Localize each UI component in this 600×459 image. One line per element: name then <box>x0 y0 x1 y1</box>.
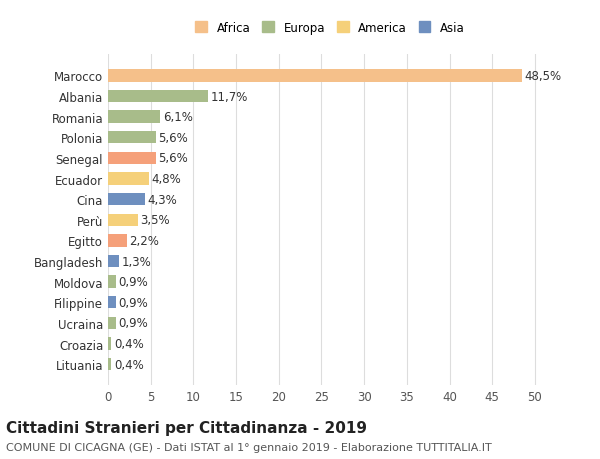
Bar <box>108 132 156 144</box>
Text: 1,3%: 1,3% <box>122 255 151 268</box>
Bar <box>108 255 119 268</box>
Bar <box>108 111 160 123</box>
Text: 5,6%: 5,6% <box>158 152 188 165</box>
Text: 0,9%: 0,9% <box>118 317 148 330</box>
Bar <box>108 235 127 247</box>
Text: 6,1%: 6,1% <box>163 111 193 124</box>
Bar <box>108 173 149 185</box>
Bar <box>108 358 112 370</box>
Bar <box>108 194 145 206</box>
Bar <box>108 214 138 226</box>
Bar <box>108 70 522 83</box>
Text: 11,7%: 11,7% <box>211 90 248 103</box>
Text: 0,4%: 0,4% <box>114 337 144 350</box>
Legend: Africa, Europa, America, Asia: Africa, Europa, America, Asia <box>192 18 468 38</box>
Text: 2,2%: 2,2% <box>130 235 159 247</box>
Text: 4,8%: 4,8% <box>152 173 181 185</box>
Text: 48,5%: 48,5% <box>524 70 562 83</box>
Bar <box>108 91 208 103</box>
Text: 5,6%: 5,6% <box>158 132 188 145</box>
Bar <box>108 276 116 288</box>
Text: COMUNE DI CICAGNA (GE) - Dati ISTAT al 1° gennaio 2019 - Elaborazione TUTTITALIA: COMUNE DI CICAGNA (GE) - Dati ISTAT al 1… <box>6 442 492 452</box>
Text: 0,9%: 0,9% <box>118 296 148 309</box>
Bar <box>108 317 116 330</box>
Text: Cittadini Stranieri per Cittadinanza - 2019: Cittadini Stranieri per Cittadinanza - 2… <box>6 420 367 435</box>
Bar <box>108 297 116 309</box>
Text: 0,4%: 0,4% <box>114 358 144 371</box>
Bar <box>108 152 156 165</box>
Text: 4,3%: 4,3% <box>147 193 177 206</box>
Bar <box>108 338 112 350</box>
Text: 3,5%: 3,5% <box>140 214 170 227</box>
Text: 0,9%: 0,9% <box>118 275 148 289</box>
